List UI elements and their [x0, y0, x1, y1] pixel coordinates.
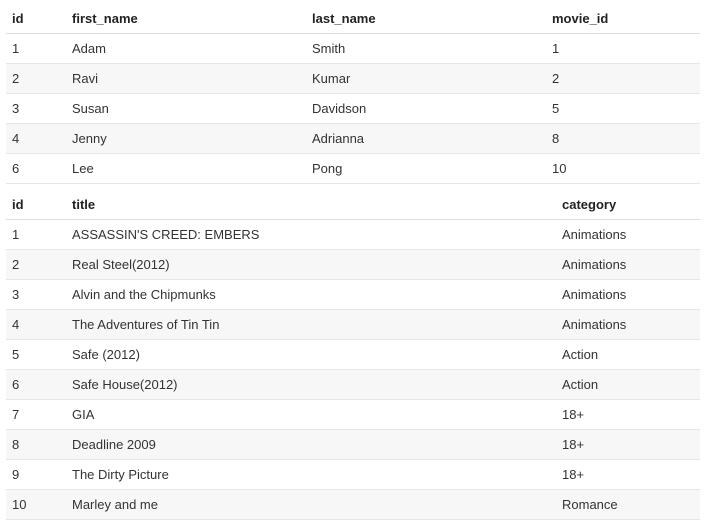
cell-id: 4: [6, 310, 66, 340]
table-row: 9 The Dirty Picture 18+: [6, 460, 700, 490]
cell-last-name: Davidson: [306, 94, 546, 124]
cell-id: 5: [6, 340, 66, 370]
cell-category: Animations: [556, 280, 700, 310]
cell-category: Action: [556, 370, 700, 400]
cell-movie-id: 2: [546, 64, 700, 94]
table-row: 2 Real Steel(2012) Animations: [6, 250, 700, 280]
cell-id: 6: [6, 370, 66, 400]
table-row: 1 Adam Smith 1: [6, 34, 700, 64]
table-row: 7 GIA 18+: [6, 400, 700, 430]
cell-movie-id: 10: [546, 154, 700, 184]
cell-title: Marley and me: [66, 490, 556, 520]
cell-last-name: Smith: [306, 34, 546, 64]
table-header-row: id title category: [6, 190, 700, 220]
table-row: 3 Alvin and the Chipmunks Animations: [6, 280, 700, 310]
cell-category: Action: [556, 340, 700, 370]
cell-first-name: Susan: [66, 94, 306, 124]
table-row: 1 ASSASSIN'S CREED: EMBERS Animations: [6, 220, 700, 250]
cell-id: 7: [6, 400, 66, 430]
cell-id: 10: [6, 490, 66, 520]
cell-first-name: Ravi: [66, 64, 306, 94]
cell-title: Deadline 2009: [66, 430, 556, 460]
table-row: 3 Susan Davidson 5: [6, 94, 700, 124]
col-title: title: [66, 190, 556, 220]
col-movie-id: movie_id: [546, 4, 700, 34]
cell-id: 1: [6, 220, 66, 250]
cell-title: Safe (2012): [66, 340, 556, 370]
table-row: 4 The Adventures of Tin Tin Animations: [6, 310, 700, 340]
cell-category: Animations: [556, 220, 700, 250]
cell-category: 18+: [556, 460, 700, 490]
movies-table: id title category 1 ASSASSIN'S CREED: EM…: [6, 190, 700, 520]
table-row: 4 Jenny Adrianna 8: [6, 124, 700, 154]
cell-first-name: Jenny: [66, 124, 306, 154]
table-header-row: id first_name last_name movie_id: [6, 4, 700, 34]
cell-title: The Adventures of Tin Tin: [66, 310, 556, 340]
cell-category: 18+: [556, 430, 700, 460]
cell-movie-id: 1: [546, 34, 700, 64]
cell-title: Alvin and the Chipmunks: [66, 280, 556, 310]
cell-movie-id: 5: [546, 94, 700, 124]
cell-category: Animations: [556, 310, 700, 340]
cell-first-name: Lee: [66, 154, 306, 184]
cell-title: Real Steel(2012): [66, 250, 556, 280]
members-table: id first_name last_name movie_id 1 Adam …: [6, 4, 700, 184]
cell-id: 3: [6, 94, 66, 124]
cell-id: 6: [6, 154, 66, 184]
cell-category: 18+: [556, 400, 700, 430]
table-row: 6 Safe House(2012) Action: [6, 370, 700, 400]
cell-id: 8: [6, 430, 66, 460]
cell-first-name: Adam: [66, 34, 306, 64]
cell-id: 4: [6, 124, 66, 154]
cell-id: 3: [6, 280, 66, 310]
col-id: id: [6, 190, 66, 220]
cell-title: GIA: [66, 400, 556, 430]
table-row: 8 Deadline 2009 18+: [6, 430, 700, 460]
cell-id: 2: [6, 250, 66, 280]
cell-id: 1: [6, 34, 66, 64]
col-first-name: first_name: [66, 4, 306, 34]
table-row: 2 Ravi Kumar 2: [6, 64, 700, 94]
cell-id: 9: [6, 460, 66, 490]
cell-id: 2: [6, 64, 66, 94]
col-last-name: last_name: [306, 4, 546, 34]
cell-category: Romance: [556, 490, 700, 520]
cell-movie-id: 8: [546, 124, 700, 154]
table-row: 5 Safe (2012) Action: [6, 340, 700, 370]
cell-title: Safe House(2012): [66, 370, 556, 400]
cell-last-name: Pong: [306, 154, 546, 184]
col-category: category: [556, 190, 700, 220]
cell-category: Animations: [556, 250, 700, 280]
cell-last-name: Adrianna: [306, 124, 546, 154]
cell-last-name: Kumar: [306, 64, 546, 94]
col-id: id: [6, 4, 66, 34]
cell-title: The Dirty Picture: [66, 460, 556, 490]
table-row: 6 Lee Pong 10: [6, 154, 700, 184]
table-row: 10 Marley and me Romance: [6, 490, 700, 520]
cell-title: ASSASSIN'S CREED: EMBERS: [66, 220, 556, 250]
